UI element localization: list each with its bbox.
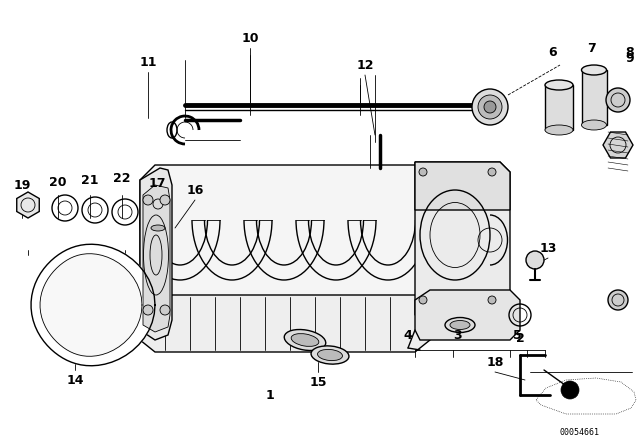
Polygon shape — [140, 295, 430, 352]
Circle shape — [608, 290, 628, 310]
Circle shape — [419, 168, 427, 176]
Circle shape — [606, 88, 630, 112]
Text: 2: 2 — [516, 332, 524, 345]
Text: 21: 21 — [81, 173, 99, 186]
Circle shape — [472, 89, 508, 125]
Ellipse shape — [445, 318, 475, 332]
Circle shape — [143, 195, 153, 205]
Polygon shape — [415, 162, 510, 210]
Circle shape — [478, 95, 502, 119]
Text: 17: 17 — [148, 177, 166, 190]
Ellipse shape — [545, 125, 573, 135]
Ellipse shape — [317, 349, 342, 361]
Ellipse shape — [147, 223, 169, 233]
Text: 3: 3 — [454, 328, 462, 341]
Ellipse shape — [582, 120, 607, 130]
Text: 20: 20 — [49, 176, 67, 189]
Text: 11: 11 — [140, 56, 157, 69]
Circle shape — [419, 296, 427, 304]
Text: 18: 18 — [486, 356, 504, 369]
Text: 15: 15 — [309, 375, 327, 388]
Ellipse shape — [151, 225, 165, 231]
Circle shape — [160, 195, 170, 205]
Text: 00054661: 00054661 — [560, 427, 600, 436]
Polygon shape — [415, 290, 520, 340]
Polygon shape — [17, 192, 39, 218]
Ellipse shape — [311, 346, 349, 364]
Text: 16: 16 — [186, 184, 204, 197]
Polygon shape — [40, 254, 142, 356]
Text: 19: 19 — [13, 178, 31, 191]
Text: 5: 5 — [513, 328, 522, 341]
Bar — [545, 85, 573, 130]
Circle shape — [488, 168, 496, 176]
Circle shape — [160, 305, 170, 315]
Polygon shape — [140, 168, 172, 340]
Circle shape — [526, 251, 544, 269]
Polygon shape — [140, 165, 430, 335]
Text: 9: 9 — [626, 52, 634, 65]
Text: 8: 8 — [626, 46, 634, 59]
Text: 13: 13 — [540, 241, 557, 254]
Circle shape — [488, 296, 496, 304]
Polygon shape — [143, 185, 170, 332]
Polygon shape — [536, 378, 636, 414]
Text: 6: 6 — [548, 46, 557, 59]
Circle shape — [143, 305, 153, 315]
Text: 7: 7 — [587, 42, 595, 55]
Ellipse shape — [291, 334, 319, 346]
Ellipse shape — [450, 320, 470, 329]
Polygon shape — [31, 244, 155, 366]
Text: 10: 10 — [241, 31, 259, 44]
Circle shape — [561, 381, 579, 399]
Text: 1: 1 — [266, 388, 275, 401]
Text: 4: 4 — [404, 328, 412, 341]
Polygon shape — [415, 162, 510, 315]
Bar — [582, 70, 607, 125]
Text: 14: 14 — [67, 374, 84, 387]
Ellipse shape — [582, 65, 607, 75]
Ellipse shape — [284, 329, 326, 350]
Polygon shape — [603, 132, 633, 158]
Text: 12: 12 — [356, 59, 374, 72]
Ellipse shape — [545, 80, 573, 90]
Text: 22: 22 — [113, 172, 131, 185]
Circle shape — [484, 101, 496, 113]
Bar — [150, 196, 166, 212]
